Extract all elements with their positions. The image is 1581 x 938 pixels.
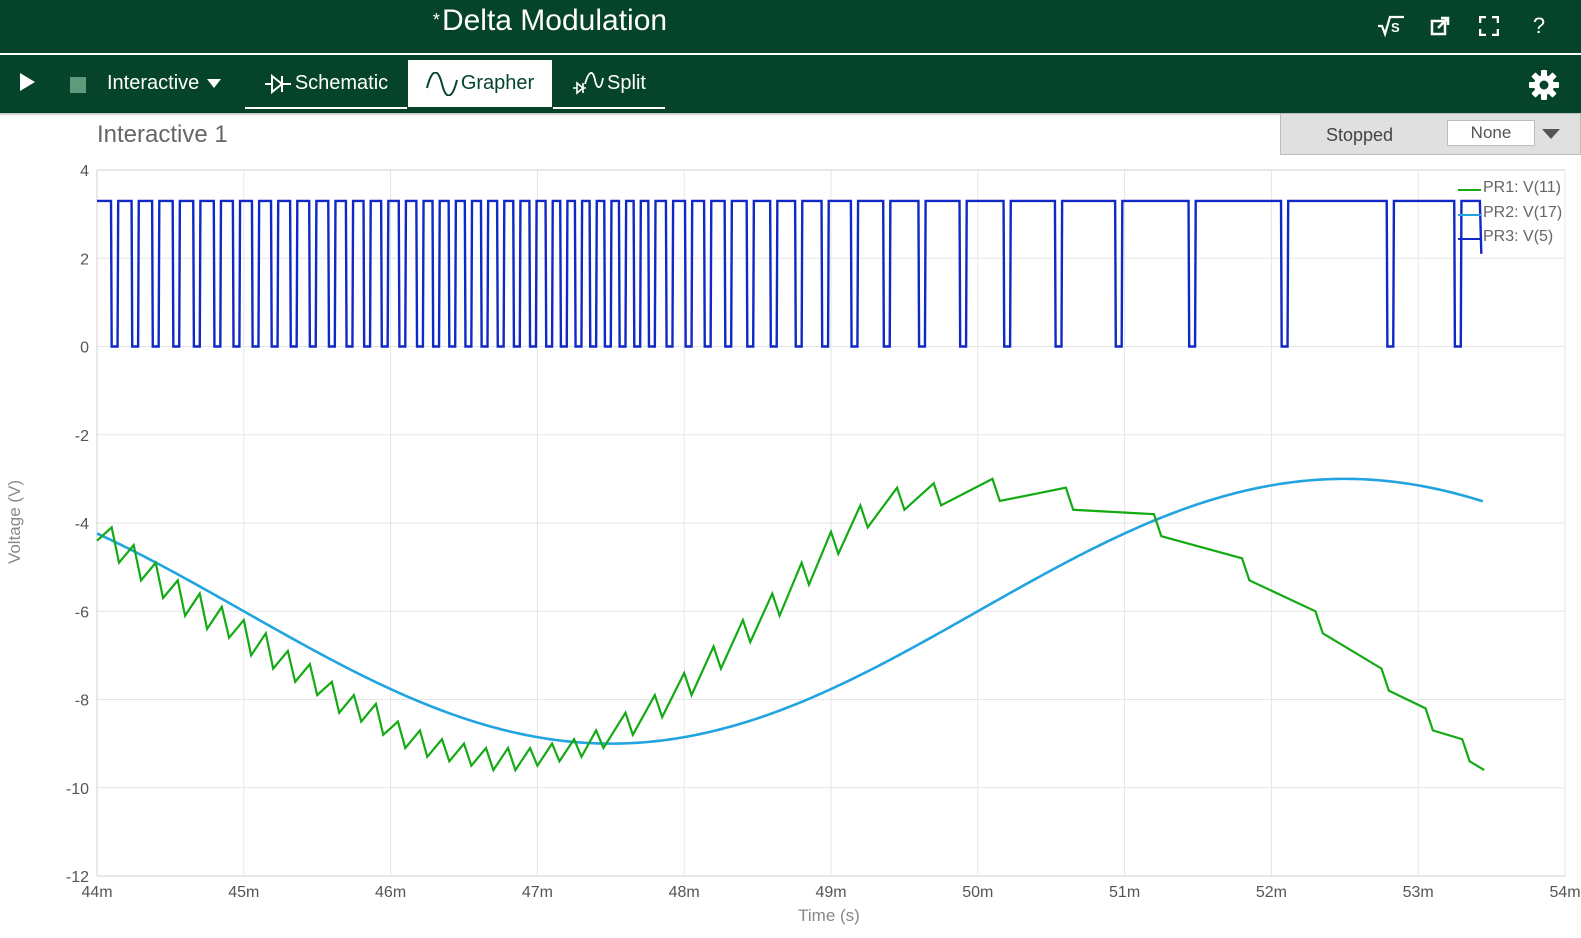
tab-grapher-label: Grapher [460, 72, 535, 94]
mode-label: Interactive [107, 72, 200, 94]
x-axis-label: Time (s) [798, 906, 860, 925]
y-tick-label: -4 [75, 516, 89, 533]
document-title: *Delta Modulation [0, 4, 1100, 38]
help-label: ? [1532, 13, 1546, 38]
tab-grapher[interactable]: Grapher [408, 60, 552, 107]
x-tick-label: 53m [1403, 884, 1434, 901]
probe-select[interactable]: None [1447, 120, 1535, 146]
header-separator [0, 53, 1581, 55]
y-axis-ticks: 4 2 0 -2 -4 -6 -8 -10 -12 [66, 163, 89, 886]
play-icon[interactable] [20, 73, 35, 91]
mode-dropdown[interactable]: Interactive [107, 72, 222, 95]
title-text: Delta Modulation [441, 4, 668, 37]
chevron-down-icon [207, 79, 222, 89]
sim-settings-icon[interactable]: S [1375, 10, 1407, 42]
y-tick-label: 4 [80, 163, 89, 180]
svg-text:S: S [1391, 20, 1400, 35]
y-tick-label: -8 [75, 693, 89, 710]
toolbar-shadow [0, 113, 1581, 116]
series [96, 199, 1485, 773]
y-tick-label: -2 [75, 428, 89, 445]
x-tick-label: 54m [1549, 884, 1580, 901]
y-tick-label: -6 [75, 604, 89, 621]
tab-split-label: Split [607, 72, 646, 94]
gear-icon[interactable] [1528, 69, 1560, 101]
grid [96, 169, 1566, 877]
external-link-icon[interactable] [1424, 10, 1456, 42]
legend: PR1: V(11) PR2: V(17) PR3: V(5) [1458, 179, 1562, 245]
fullscreen-icon[interactable] [1473, 10, 1505, 42]
toolbar: Interactive Schematic Grapher Split [0, 55, 1581, 113]
modified-marker: * [432, 10, 440, 30]
diode-icon [264, 73, 291, 94]
x-tick-label: 50m [962, 884, 993, 901]
title-bar: *Delta Modulation S ? [0, 0, 1581, 53]
stop-icon[interactable] [70, 77, 86, 93]
y-tick-label: -12 [66, 869, 89, 886]
x-tick-label: 47m [522, 884, 553, 901]
help-icon[interactable]: ? [1523, 10, 1555, 42]
x-axis-ticks: 44m 45m 46m 47m 48m 49m 50m 51m 52m 53m 54m [81, 884, 1580, 901]
x-tick-label: 49m [815, 884, 846, 901]
x-tick-label: 52m [1256, 884, 1287, 901]
chevron-down-icon[interactable] [1542, 129, 1560, 139]
x-tick-label: 45m [228, 884, 259, 901]
sine-wave-icon [425, 71, 458, 96]
status-panel: Stopped None [1280, 113, 1581, 155]
split-view-icon [573, 71, 604, 95]
tab-split[interactable]: Split [553, 60, 665, 109]
legend-label-pr1: PR1: V(11) [1483, 179, 1561, 196]
legend-label-pr2: PR2: V(17) [1483, 204, 1562, 221]
series-pr3-line [97, 199, 1483, 348]
y-tick-label: -10 [66, 781, 89, 798]
tab-schematic[interactable]: Schematic [245, 60, 407, 109]
x-tick-label: 44m [81, 884, 112, 901]
y-tick-label: 2 [80, 251, 89, 268]
series-pr1-line [96, 477, 1485, 773]
tab-schematic-label: Schematic [294, 72, 389, 94]
series-pr2-line [96, 477, 1484, 745]
y-axis-label: Voltage (V) [5, 480, 24, 564]
x-tick-label: 51m [1109, 884, 1140, 901]
y-tick-label: 0 [80, 340, 89, 357]
x-tick-label: 46m [375, 884, 406, 901]
x-tick-label: 48m [669, 884, 700, 901]
legend-label-pr3: PR3: V(5) [1483, 228, 1553, 245]
graph-title: Interactive 1 [97, 121, 228, 148]
status-text: Stopped [1326, 125, 1394, 145]
